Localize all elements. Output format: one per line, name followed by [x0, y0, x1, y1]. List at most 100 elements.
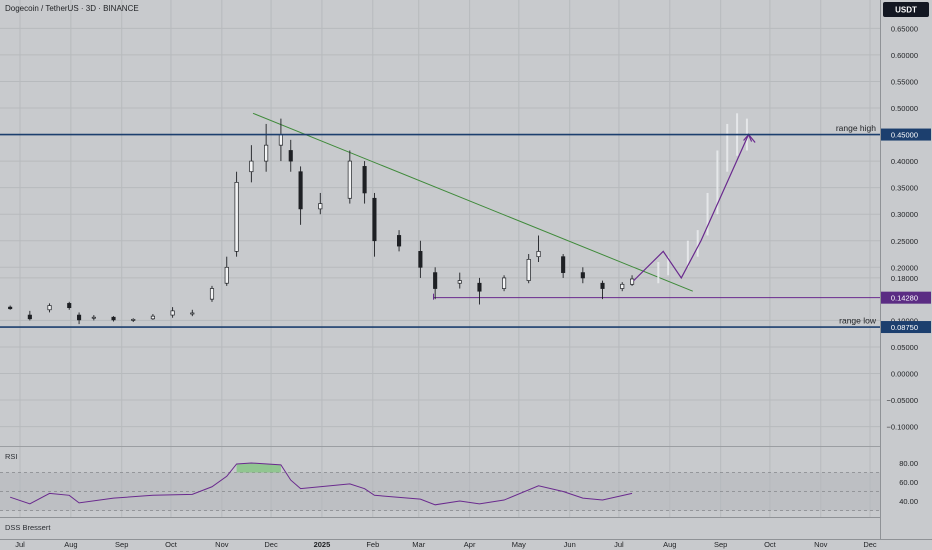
time-axis-label[interactable]: Nov	[814, 540, 828, 549]
time-axis-label[interactable]: Jun	[564, 540, 576, 549]
rsi-title[interactable]: RSI	[5, 452, 18, 461]
grid-lines	[0, 0, 880, 517]
candle	[298, 166, 303, 225]
symbol-title[interactable]: Dogecoin / TetherUS · 3D · BINANCE	[5, 4, 139, 13]
candle-body	[536, 251, 541, 258]
candle	[502, 275, 507, 292]
candle	[111, 316, 116, 322]
price-tick-label: 0.55000	[891, 77, 918, 86]
candle	[150, 314, 155, 320]
projected-bar	[706, 192, 709, 236]
price-tick-label: 0.30000	[891, 210, 918, 219]
candle-body	[131, 318, 136, 321]
time-axis-label[interactable]: Mar	[412, 540, 425, 549]
candle-body	[298, 171, 303, 210]
candle	[8, 305, 13, 310]
projected-bar	[696, 230, 699, 257]
candle	[224, 256, 229, 286]
price-badge-label: 0.08750	[891, 323, 918, 332]
candle-body	[67, 303, 72, 309]
time-axis-label[interactable]: Nov	[215, 540, 229, 549]
candle	[457, 272, 462, 289]
rsi-tick-label: 40.00	[899, 497, 918, 506]
price-badge-label: 0.45000	[891, 131, 918, 140]
candles-layer	[8, 118, 635, 325]
range-high-label: range high	[836, 123, 876, 133]
time-axis-label[interactable]: Sep	[714, 540, 727, 549]
candle	[131, 318, 136, 322]
time-axis-label[interactable]: Dec	[863, 540, 877, 549]
candle	[418, 240, 423, 278]
candle-body	[47, 305, 52, 311]
candle	[433, 267, 438, 300]
price-scale-bg[interactable]	[880, 0, 932, 540]
dss-bressert-label[interactable]: DSS Bressert	[5, 523, 51, 532]
candle-body	[209, 288, 215, 300]
candle	[526, 254, 531, 284]
price-badge: 0.45000	[881, 128, 931, 141]
price-tick-label: 0.25000	[891, 237, 918, 246]
candle	[318, 192, 323, 215]
time-axis-label[interactable]: Jul	[15, 540, 25, 549]
price-tick-label: 0.18000	[891, 274, 918, 283]
candle-body	[150, 315, 155, 320]
projected-bar	[667, 256, 670, 276]
candle	[580, 267, 585, 284]
price-scale: 0.65000 0.60000 0.55000 0.50000 0.40000 0.350…	[881, 24, 931, 506]
candle-body	[433, 272, 438, 289]
time-axis-label[interactable]: Aug	[64, 540, 77, 549]
price-tick-label: 0.35000	[891, 184, 918, 193]
candle-body	[170, 310, 175, 316]
candle	[477, 277, 482, 305]
price-tick-label: 0.40000	[891, 157, 918, 166]
candle	[170, 307, 175, 318]
time-axis-label[interactable]: 2025	[314, 540, 331, 549]
time-axis[interactable]: Jul Aug Sep Oct Nov Dec 2025 Feb Mar Apr May Jun Jul…	[15, 540, 877, 549]
time-axis-label[interactable]: Oct	[165, 540, 178, 549]
price-badge-label: 0.14280	[891, 294, 918, 303]
time-axis-label[interactable]: May	[512, 540, 526, 549]
price-tick-label: 0.05000	[891, 343, 918, 352]
time-axis-label[interactable]: Feb	[366, 540, 379, 549]
candle-body	[477, 282, 482, 292]
candle-body	[249, 160, 254, 173]
candle-body	[278, 134, 283, 146]
rsi-line	[9, 462, 633, 506]
price-tick-label: 0.65000	[891, 24, 918, 33]
price-tick-label: 0.00000	[891, 370, 918, 379]
projected-bar	[716, 150, 719, 215]
candle-body	[264, 144, 269, 162]
candle	[190, 309, 195, 317]
candle-body	[620, 283, 625, 289]
candle	[362, 161, 367, 204]
price-tick-label: 0.10000	[891, 316, 918, 325]
candle-body	[630, 278, 635, 285]
rsi-tick-label: 60.00	[899, 478, 918, 487]
candle-body	[600, 282, 605, 289]
time-axis-label[interactable]: Oct	[764, 540, 777, 549]
rsi-pane[interactable]	[0, 462, 880, 511]
time-axis-label[interactable]: Sep	[115, 540, 128, 549]
candle-body	[372, 197, 377, 242]
time-axis-label[interactable]: Apr	[464, 540, 476, 549]
candle	[264, 123, 269, 172]
candle	[288, 139, 293, 172]
price-badge-bg	[881, 291, 931, 304]
candle	[397, 230, 402, 252]
candle-body	[457, 280, 462, 284]
time-axis-label[interactable]: Jul	[614, 540, 624, 549]
candle	[372, 192, 377, 257]
time-axis-label[interactable]: Dec	[264, 540, 278, 549]
candle-body	[347, 160, 352, 199]
candle-body	[580, 272, 585, 279]
candle	[347, 150, 352, 204]
time-axis-label[interactable]: Aug	[663, 540, 676, 549]
currency-button-label[interactable]: USDT	[895, 6, 917, 15]
candle	[77, 312, 82, 325]
currency-button[interactable]: USDT	[883, 2, 929, 17]
candle-body	[111, 316, 116, 321]
candle-body	[27, 314, 32, 320]
candle-body	[526, 258, 531, 281]
